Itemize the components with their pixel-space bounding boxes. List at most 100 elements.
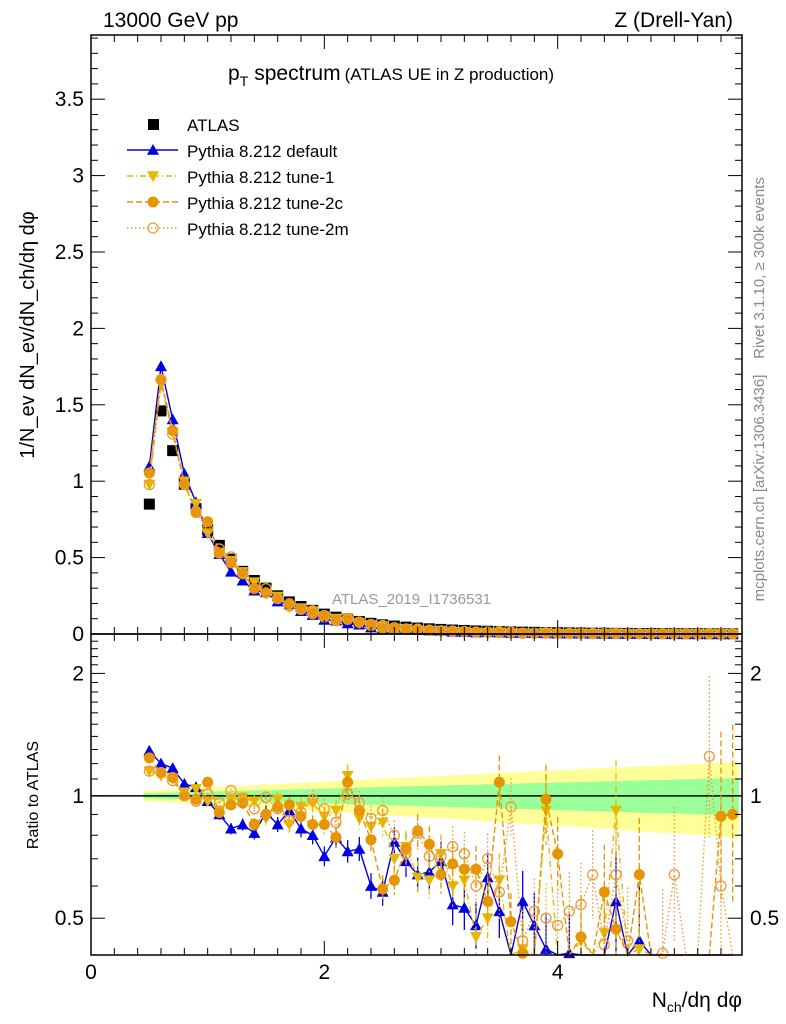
ratio-point-tune-1: [330, 805, 342, 817]
ratio-tick-label-left: 0.5: [55, 907, 84, 930]
point-tune-2c: [400, 623, 412, 635]
ratio-point-default: [178, 777, 191, 789]
ratio-point-default: [470, 919, 482, 931]
title-p: p: [228, 62, 240, 85]
legend-marker-default: [147, 144, 159, 155]
point-tune-2m: [155, 374, 167, 386]
ratio-point-tune-2m: [517, 935, 529, 947]
ratio-point-default: [143, 744, 156, 756]
ratio-point-default: [306, 829, 319, 841]
ratio-point-tune-2m: [482, 853, 494, 865]
ratio-point-tune-2m: [447, 840, 459, 853]
ratio-point-tune-2m: [318, 802, 330, 815]
x-tick-label: 2: [318, 961, 330, 984]
ratio-point-tune-2m: [202, 788, 214, 800]
ratio-point-tune-2c: [552, 848, 564, 860]
ratio-point-tune-2m: [260, 791, 272, 804]
legend-marker-atlas: [148, 119, 159, 130]
data-point-atlas: [213, 539, 225, 551]
ratio-point-tune-2c: [260, 808, 272, 820]
ratio-point-tune-2m: [505, 801, 517, 813]
ratio-point-tune-2m: [248, 802, 260, 815]
ratio-point-tune-2m: [715, 880, 727, 892]
ratio-point-default: [155, 757, 167, 769]
y-tick-label: 3: [72, 165, 84, 188]
ratio-point-tune-2m: [703, 750, 715, 763]
ratio-tick-label-right: 2: [750, 662, 762, 685]
header-right: Z (Drell-Yan): [614, 9, 733, 32]
ratio-point-tune-2m: [283, 814, 295, 827]
ratio-point-tune-2m: [155, 767, 167, 779]
point-tune-1: [143, 479, 156, 491]
ratio-point-tune-2m: [470, 880, 482, 892]
ratio-point-tune-2c: [633, 869, 645, 881]
point-tune-2m: [225, 551, 237, 563]
ratio-point-tune-2m: [213, 797, 225, 809]
legend-marker-tune-1: [147, 171, 159, 182]
ratio-point-tune-2m: [412, 827, 424, 839]
ratio-point-tune-2m: [178, 790, 190, 802]
ratio-series-tune-2c: [143, 724, 739, 959]
x-tick-label: 4: [552, 961, 564, 984]
ratio-point-tune-2m: [365, 812, 377, 825]
point-tune-2m: [283, 600, 295, 612]
ratio-point-tune-2c: [715, 810, 727, 822]
ratio-point-tune-2c: [143, 752, 155, 764]
ratio-point-tune-2m: [400, 848, 412, 860]
ratio-point-tune-1: [493, 875, 506, 887]
ratio-point-default: [528, 919, 541, 931]
ratio-point-tune-2m: [237, 793, 249, 806]
legend-label-data: ATLAS: [187, 116, 240, 135]
ratio-point-tune-2c: [388, 874, 400, 886]
title-rest: spectrum: [254, 62, 340, 85]
y-tick-label: 2: [72, 317, 84, 340]
point-tune-2m: [295, 603, 307, 615]
ratio-point-default: [236, 818, 249, 830]
point-tune-2m: [307, 605, 319, 617]
point-tune-2c: [353, 616, 365, 628]
ratio-point-tune-2m: [353, 797, 365, 809]
point-tune-2c: [248, 583, 260, 595]
point-default: [225, 565, 237, 577]
plot-title: pT spectrum (ATLAS UE in Z production): [228, 62, 554, 89]
ratio-point-default: [446, 898, 459, 910]
ratio-point-tune-1: [411, 872, 424, 884]
reference-uncertainty-bands: [91, 762, 742, 838]
ratio-point-tune-1: [481, 913, 494, 925]
legend-label-default: Pythia 8.212 default: [187, 142, 338, 161]
legend-marker-tune-2m: [147, 222, 159, 234]
series-layer: [143, 360, 739, 959]
ratio-point-default: [225, 822, 237, 834]
y-tick-label: 3.5: [55, 88, 84, 111]
ratio-point-default: [295, 822, 307, 834]
ratio-point-tune-1: [446, 881, 459, 893]
band-inner: [691, 779, 704, 815]
header-left: 13000 GeV pp: [103, 9, 238, 32]
ratio-tick-label-right: 1: [750, 785, 762, 808]
ratio-point-tune-2c: [517, 947, 529, 959]
ratio-point-default: [248, 827, 261, 838]
ratio-point-tune-2m: [610, 868, 622, 881]
point-default: [236, 574, 249, 586]
ratio-y-axis-label: Ratio to ATLAS: [25, 741, 42, 849]
ratio-point-tune-2c: [225, 799, 237, 811]
data-point-atlas: [143, 498, 155, 510]
point-default: [155, 360, 167, 372]
point-tune-2m: [260, 582, 272, 595]
point-tune-2c: [307, 608, 319, 620]
ratio-point-tune-2c: [237, 797, 249, 809]
ratio-point-tune-2c: [482, 895, 494, 907]
ratio-point-tune-1: [470, 932, 482, 943]
band-inner: [656, 779, 669, 814]
ratio-point-tune-2m: [528, 905, 540, 917]
ratio-point-tune-2c: [283, 799, 295, 811]
ratio-point-default: [271, 818, 284, 830]
ratio-point-tune-2m: [563, 905, 575, 917]
ratio-point-default: [353, 842, 366, 854]
ratio-point-tune-2m: [587, 868, 599, 881]
y-axis-label: 1/N_ev dN_ev/dN_ch/dη dφ: [17, 211, 39, 459]
point-tune-2m: [330, 613, 342, 626]
legend-marker-tune-2c: [147, 196, 159, 208]
ratio-point-tune-2c: [248, 819, 260, 831]
